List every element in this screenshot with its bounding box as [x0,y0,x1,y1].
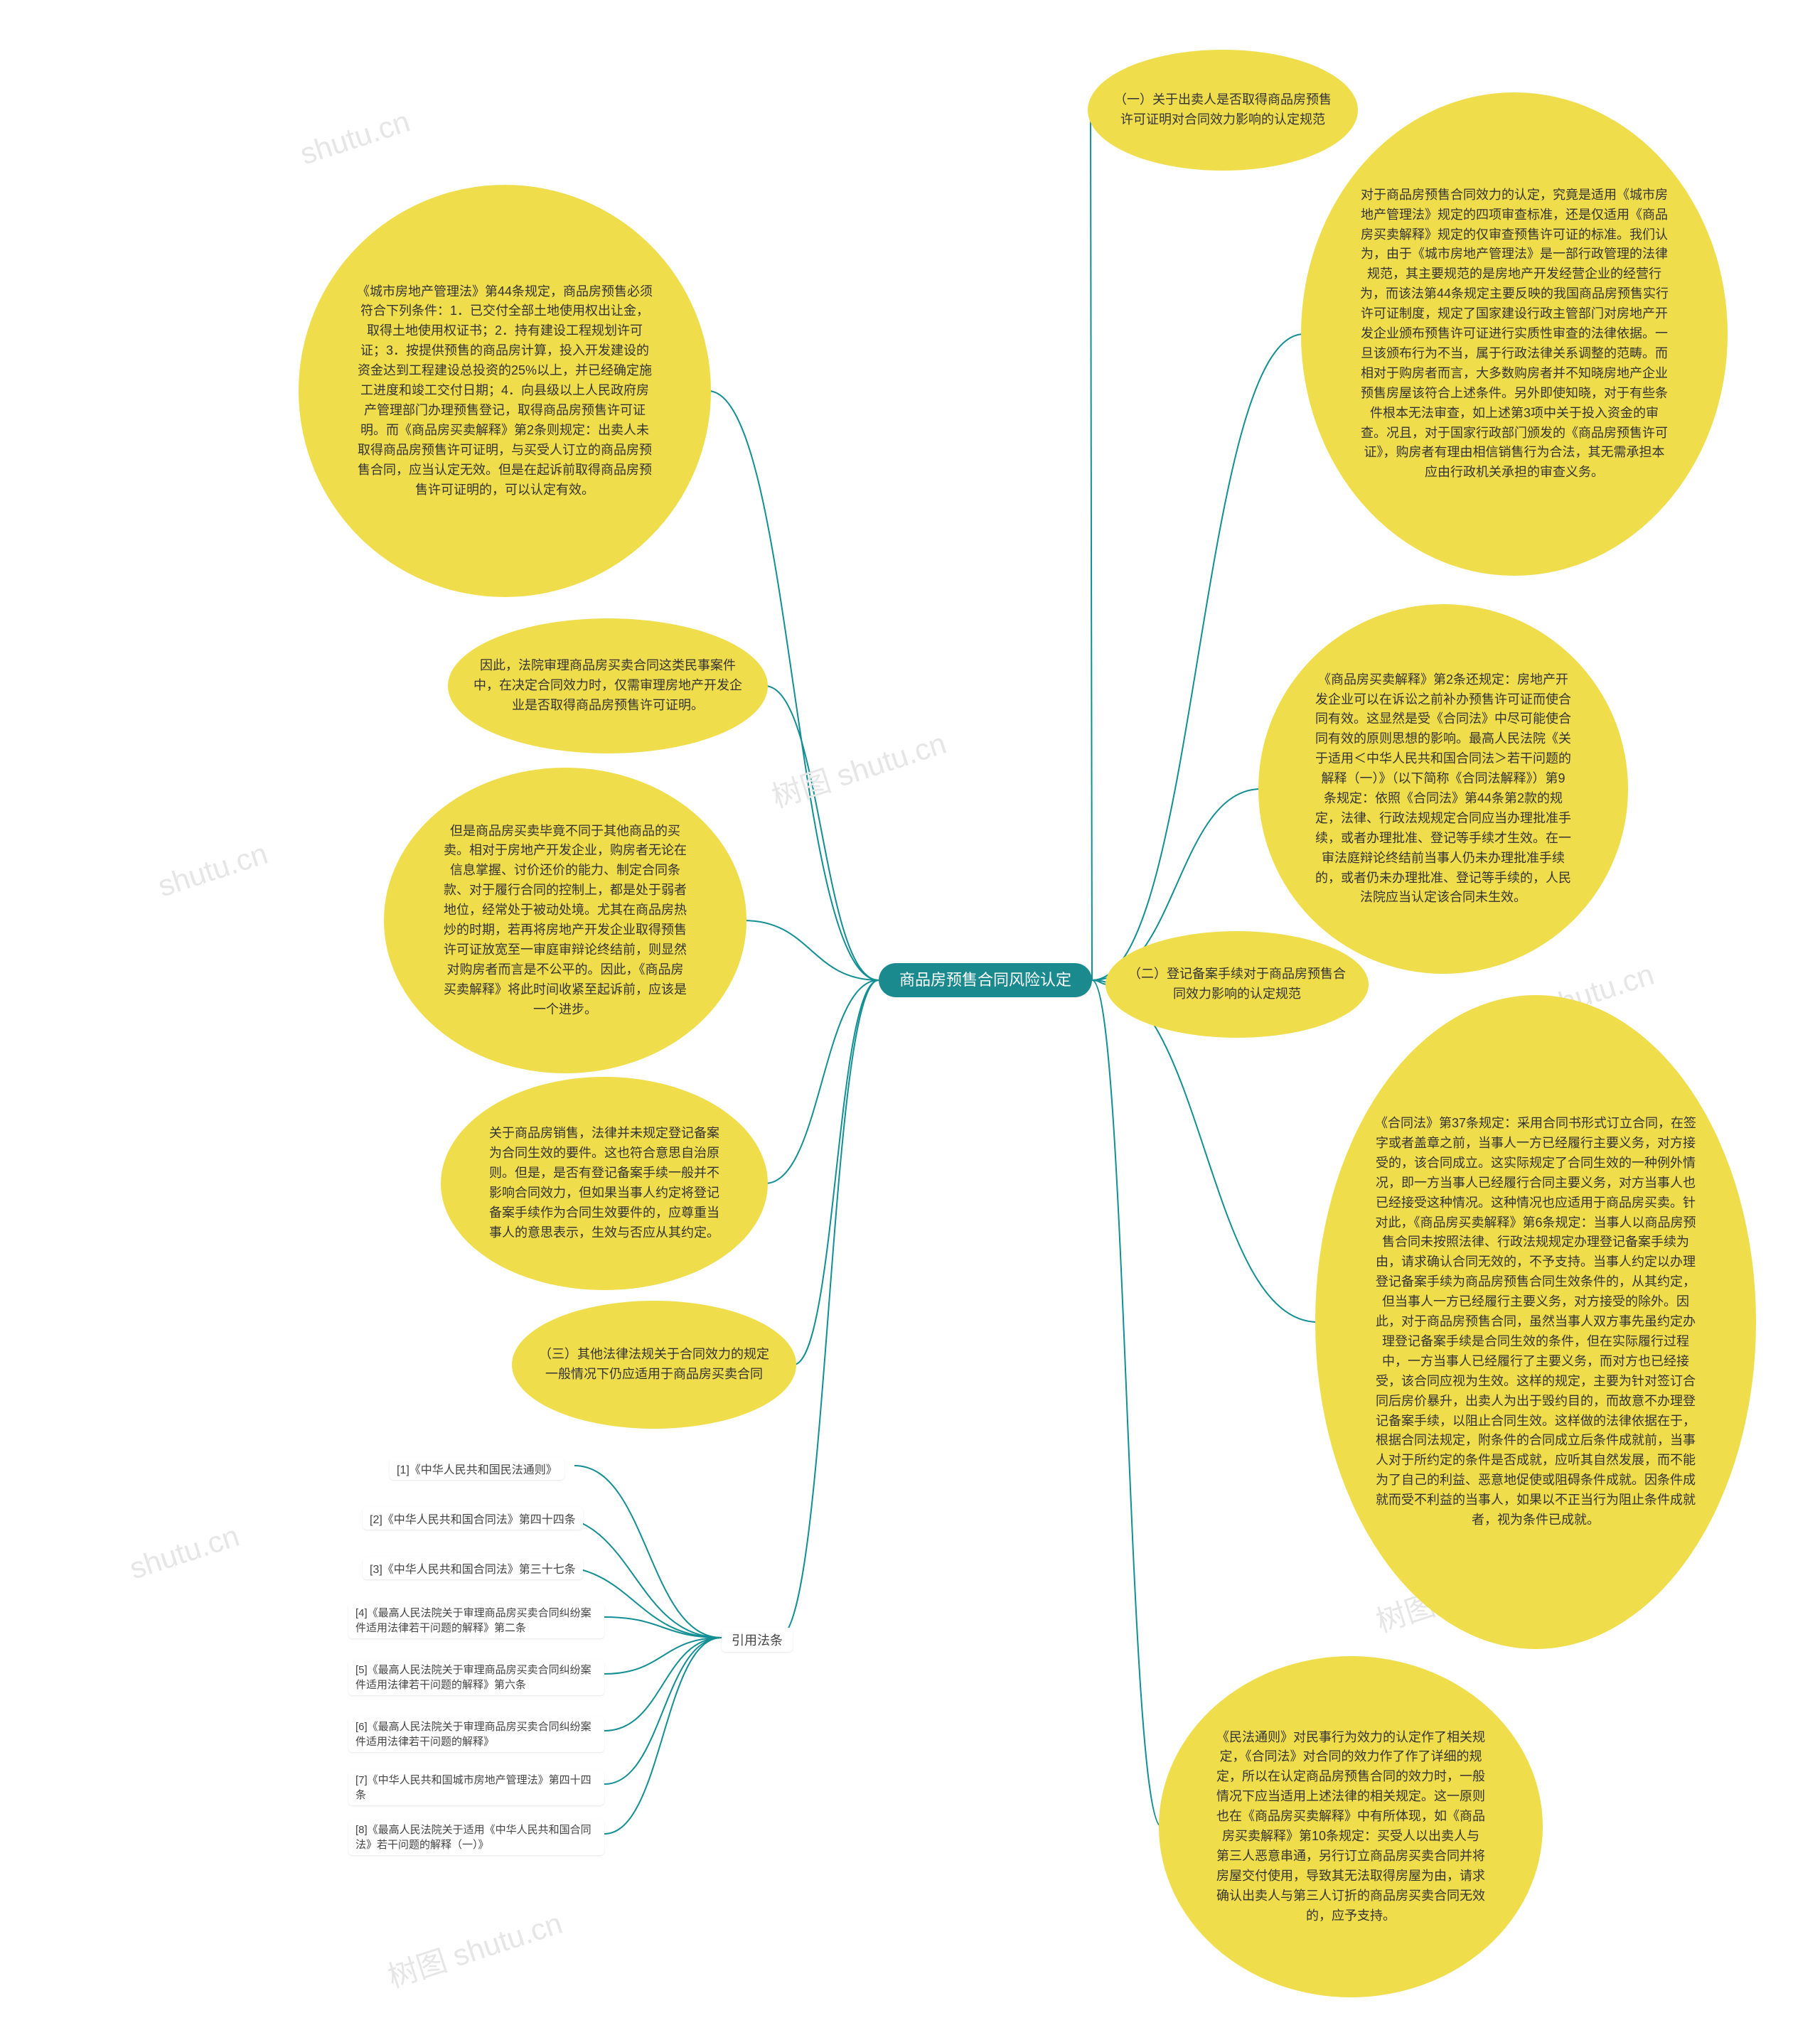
node-label: 《合同法》第37条规定：采用合同书形式订立合同，在签字或者盖章之前，当事人一方已… [1372,1114,1699,1530]
law-item-label: [2]《中华人民共和国合同法》第四十四条 [370,1514,576,1526]
mindmap-node-l3: 但是商品房买卖毕竟不同于其他商品的买卖。相对于房地产开发企业，购房者无论在信息掌… [384,768,746,1073]
law-item-label: [8]《最高人民法院关于适用《中华人民共和国合同法》若干问题的解释（一）》 [355,1824,592,1851]
node-label: （二）登记备案手续对于商品房预售合同效力影响的认定规范 [1127,965,1347,1004]
node-label: （一）关于出卖人是否取得商品房预售许可证明对合同效力影响的认定规范 [1109,90,1337,130]
law-item-label: [5]《最高人民法院关于审理商品房买卖合同纠纷案件适用法律若干问题的解释》第六条 [355,1664,592,1691]
watermark: shutu.cn [154,837,272,904]
law-root: 引用法条 [722,1628,793,1652]
watermark: 树图 shutu.cn [766,719,951,817]
mindmap-node-l1: 《城市房地产管理法》第44条规定，商品房预售必须符合下列条件：1．已交付全部土地… [299,185,711,597]
mindmap-node-r1a: 对于商品房预售合同效力的认定，究竟是适用《城市房地产管理法》规定的四项审查标准，… [1301,92,1728,576]
mindmap-node-r2a: 《合同法》第37条规定：采用合同书形式订立合同，在签字或者盖章之前，当事人一方已… [1315,995,1756,1649]
law-item: [4]《最高人民法院关于审理商品房买卖合同纠纷案件适用法律若干问题的解释》第二条 [348,1603,604,1638]
mindmap-node-l5: （三）其他法律法规关于合同效力的规定一般情况下仍应适用于商品房买卖合同 [512,1301,796,1429]
mindmap-node-r1: （一）关于出卖人是否取得商品房预售许可证明对合同效力影响的认定规范 [1088,50,1358,171]
node-label: 关于商品房销售，法律并未规定登记备案为合同生效的要件。这也符合意思自治原则。但是… [483,1124,725,1242]
node-label: 因此，法院审理商品房买卖合同这类民事案件中，在决定合同效力时，仅需审理房地产开发… [469,656,746,716]
watermark: shutu.cn [296,104,414,172]
mindmap-center: 商品房预售合同风险认定 [879,963,1092,997]
law-item-label: [3]《中华人民共和国合同法》第三十七条 [370,1564,576,1576]
law-item: [6]《最高人民法院关于审理商品房买卖合同纠纷案件适用法律若干问题的解释》 [348,1717,604,1752]
law-item-label: [4]《最高人民法院关于审理商品房买卖合同纠纷案件适用法律若干问题的解释》第二条 [355,1607,592,1634]
law-item-label: [7]《中华人民共和国城市房地产管理法》第四十四条 [355,1774,592,1801]
node-label: 《城市房地产管理法》第44条规定，商品房预售必须符合下列条件：1．已交付全部土地… [355,282,654,500]
watermark: 树图 shutu.cn [382,1899,567,1997]
node-label: 《商品房买卖解释》第2条还规定：房地产开发企业可以在诉讼之前补办预售许可证而使合… [1315,670,1571,908]
mindmap-stage: shutu.cnshutu.cnshutu.cn树图 shutu.cnshutu… [0,0,1820,2035]
mindmap-node-r1b: 《商品房买卖解释》第2条还规定：房地产开发企业可以在诉讼之前补办预售许可证而使合… [1258,604,1628,974]
mindmap-node-l2: 因此，法院审理商品房买卖合同这类民事案件中，在决定合同效力时，仅需审理房地产开发… [448,618,768,753]
law-item: [8]《最高人民法院关于适用《中华人民共和国合同法》若干问题的解释（一）》 [348,1820,604,1855]
center-label: 商品房预售合同风险认定 [899,968,1071,992]
law-item-label: [1]《中华人民共和国民法通则》 [397,1464,557,1476]
mindmap-node-r2b: 《民法通则》对民事行为效力的认定作了相关规定，《合同法》对合同的效力作了作了详细… [1159,1656,1543,1997]
law-item: [7]《中华人民共和国城市房地产管理法》第四十四条 [348,1770,604,1805]
law-item: [3]《中华人民共和国合同法》第三十七条 [363,1557,583,1579]
law-item: [2]《中华人民共和国合同法》第四十四条 [363,1507,583,1530]
law-item: [1]《中华人民共和国民法通则》 [390,1457,564,1480]
mindmap-node-l4: 关于商品房销售，法律并未规定登记备案为合同生效的要件。这也符合意思自治原则。但是… [441,1077,768,1290]
law-item: [5]《最高人民法院关于审理商品房买卖合同纠纷案件适用法律若干问题的解释》第六条 [348,1660,604,1695]
node-label: 《民法通则》对民事行为效力的认定作了相关规定，《合同法》对合同的效力作了作了详细… [1216,1728,1486,1926]
law-root-label: 引用法条 [732,1633,783,1648]
node-label: （三）其他法律法规关于合同效力的规定一般情况下仍应适用于商品房买卖合同 [533,1345,775,1385]
mindmap-node-r2: （二）登记备案手续对于商品房预售合同效力影响的认定规范 [1106,931,1369,1038]
node-label: 对于商品房预售合同效力的认定，究竟是适用《城市房地产管理法》规定的四项审查标准，… [1358,186,1671,483]
node-label: 但是商品房买卖毕竟不同于其他商品的买卖。相对于房地产开发企业，购房者无论在信息掌… [441,822,690,1020]
watermark: shutu.cn [125,1519,243,1586]
law-item-label: [6]《最高人民法院关于审理商品房买卖合同纠纷案件适用法律若干问题的解释》 [355,1721,592,1748]
